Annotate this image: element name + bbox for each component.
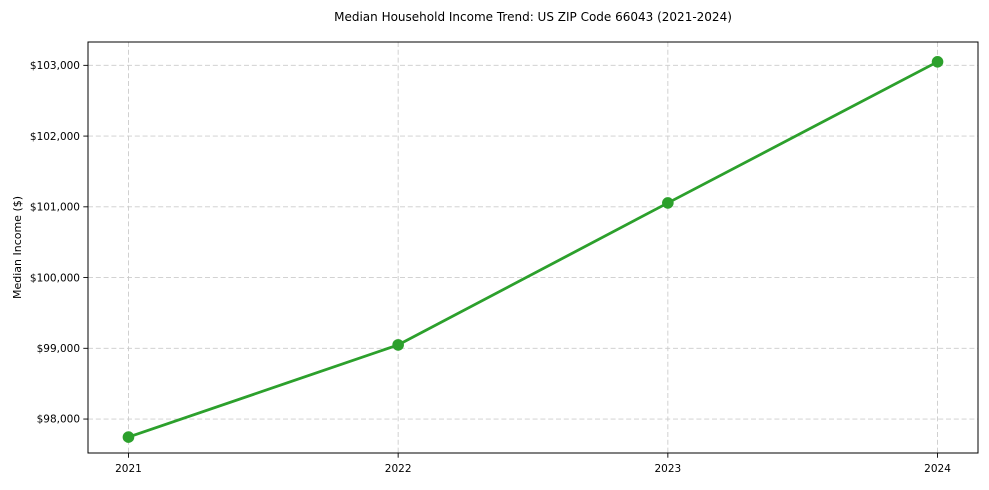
y-tick-label: $102,000 (30, 131, 80, 143)
y-tick-label: $98,000 (37, 414, 80, 426)
tick-labels-layer: $98,000 $99,000 $100,000 $101,000 $102,000 $1… (30, 60, 951, 475)
data-point (931, 56, 944, 68)
chart-title: Median Household Income Trend: US ZIP Co… (334, 10, 732, 24)
series-layer (122, 56, 944, 443)
data-point (392, 339, 404, 351)
x-tick-label: 2023 (654, 463, 681, 475)
y-axis-label: Median Income ($) (11, 196, 24, 299)
data-point (662, 197, 674, 209)
y-tick-label: $100,000 (30, 272, 80, 284)
data-line (127, 60, 939, 439)
x-tick-label: 2021 (115, 463, 142, 475)
y-tick-label: $101,000 (30, 202, 80, 214)
gridlines-layer (88, 42, 978, 453)
y-tick-label: $99,000 (37, 343, 80, 355)
plot-border (87, 41, 979, 454)
axes-layer (83, 41, 979, 458)
y-tick-label: $103,000 (30, 60, 80, 72)
data-point (122, 431, 135, 443)
x-tick-label: 2022 (385, 463, 412, 475)
x-tick-label: 2024 (924, 463, 951, 475)
